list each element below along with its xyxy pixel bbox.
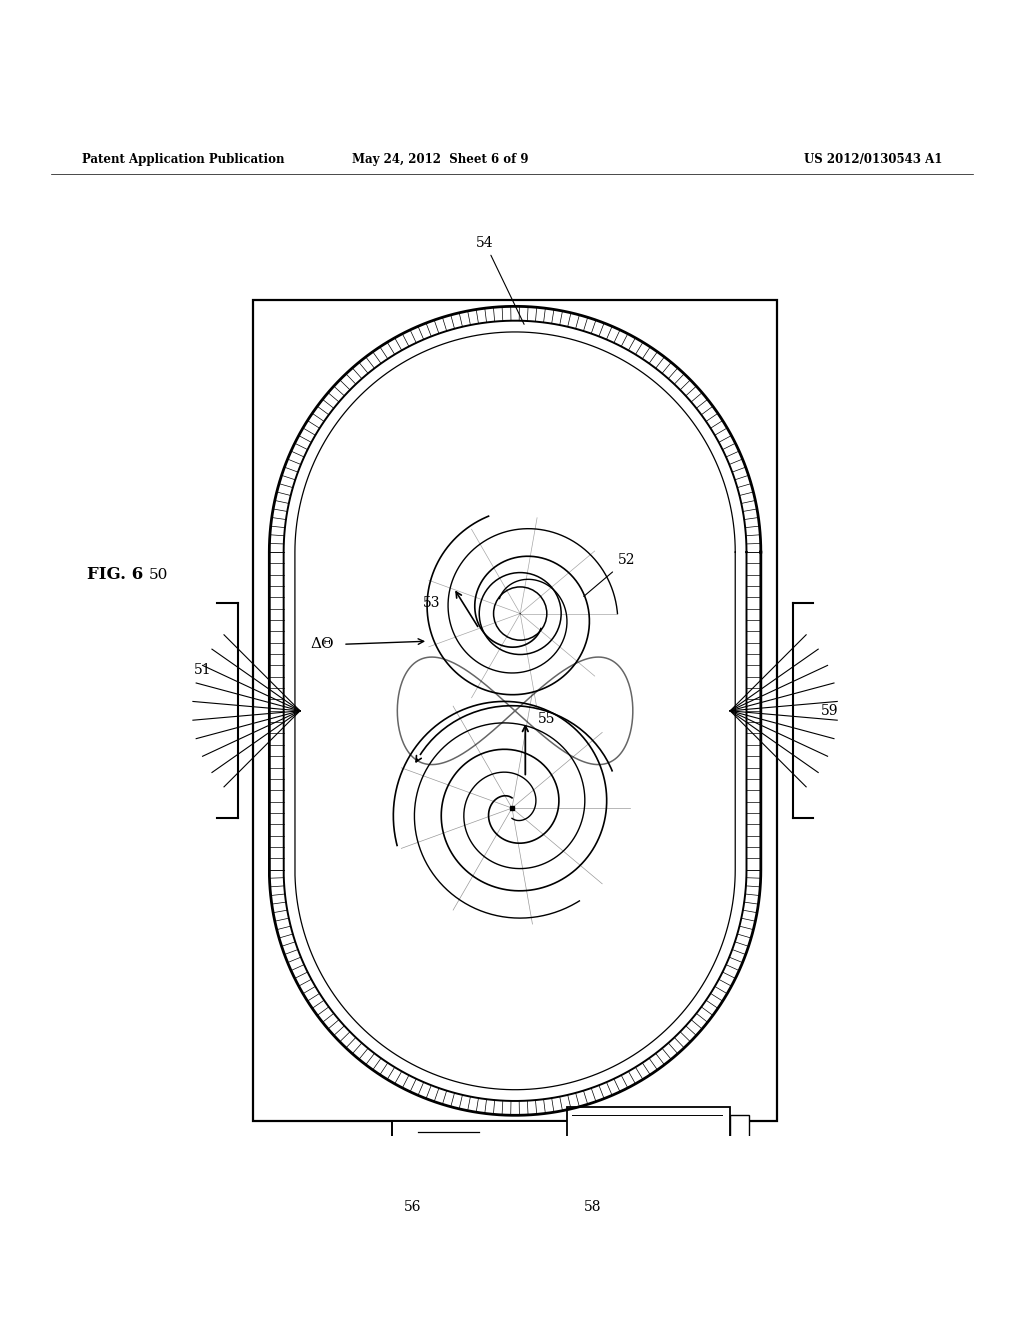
Bar — [730, 1115, 749, 1188]
Bar — [567, 1107, 730, 1196]
Text: May 24, 2012  Sheet 6 of 9: May 24, 2012 Sheet 6 of 9 — [352, 153, 528, 166]
Bar — [465, 1291, 549, 1320]
Bar — [253, 300, 777, 1122]
Text: US 2012/0130543 A1: US 2012/0130543 A1 — [804, 153, 942, 166]
Text: 55: 55 — [538, 711, 555, 726]
Text: 50: 50 — [148, 568, 168, 582]
Bar — [492, 1265, 517, 1283]
Bar — [392, 1122, 684, 1177]
Text: 54: 54 — [476, 236, 524, 325]
Text: 51: 51 — [195, 663, 212, 677]
Text: 53: 53 — [423, 597, 440, 610]
Polygon shape — [269, 306, 761, 1115]
Text: 58: 58 — [584, 1200, 602, 1214]
Text: ΔΘ: ΔΘ — [310, 638, 334, 651]
Text: Patent Application Publication: Patent Application Publication — [82, 153, 285, 166]
Text: 52: 52 — [584, 553, 635, 597]
Text: 56: 56 — [403, 1200, 422, 1214]
Text: FIG. 6: FIG. 6 — [87, 566, 143, 583]
Text: 59: 59 — [821, 704, 839, 718]
